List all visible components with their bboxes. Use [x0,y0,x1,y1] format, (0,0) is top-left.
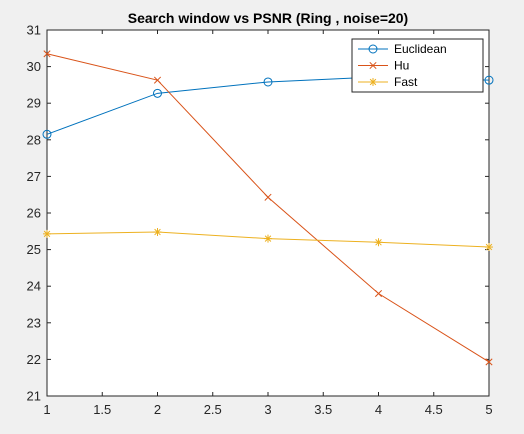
y-tick-label: 27 [27,169,41,184]
y-tick-label: 25 [27,242,41,257]
y-tick-label: 21 [27,389,41,404]
data-point-fast [43,230,51,238]
y-tick-label: 22 [27,352,41,367]
legend-label: Fast [394,75,418,89]
legend-label: Hu [394,59,409,73]
legend-label: Euclidean [394,42,447,56]
data-point-fast [485,243,493,251]
x-tick-label: 5 [485,402,492,417]
x-tick-label: 3.5 [314,402,332,417]
y-tick-label: 28 [27,132,41,147]
x-tick-label: 4 [375,402,382,417]
x-tick-label: 1 [43,402,50,417]
chart-title: Search window vs PSNR (Ring , noise=20) [128,10,408,26]
data-point-fast [154,228,162,236]
y-tick-label: 26 [27,206,41,221]
legend: Euclidean Hu Fast [352,39,483,92]
legend-marker [369,78,377,86]
data-point-fast [264,235,272,243]
x-tick-label: 4.5 [425,402,443,417]
x-tick-label: 3 [264,402,271,417]
x-tick-label: 1.5 [93,402,111,417]
y-tick-label: 23 [27,315,41,330]
x-tick-label: 2 [154,402,161,417]
y-tick-label: 31 [27,23,41,38]
x-tick-label: 2.5 [204,402,222,417]
y-tick-label: 29 [27,96,41,111]
y-tick-label: 24 [27,279,41,294]
y-tick-label: 30 [27,59,41,74]
data-point-fast [375,238,383,246]
